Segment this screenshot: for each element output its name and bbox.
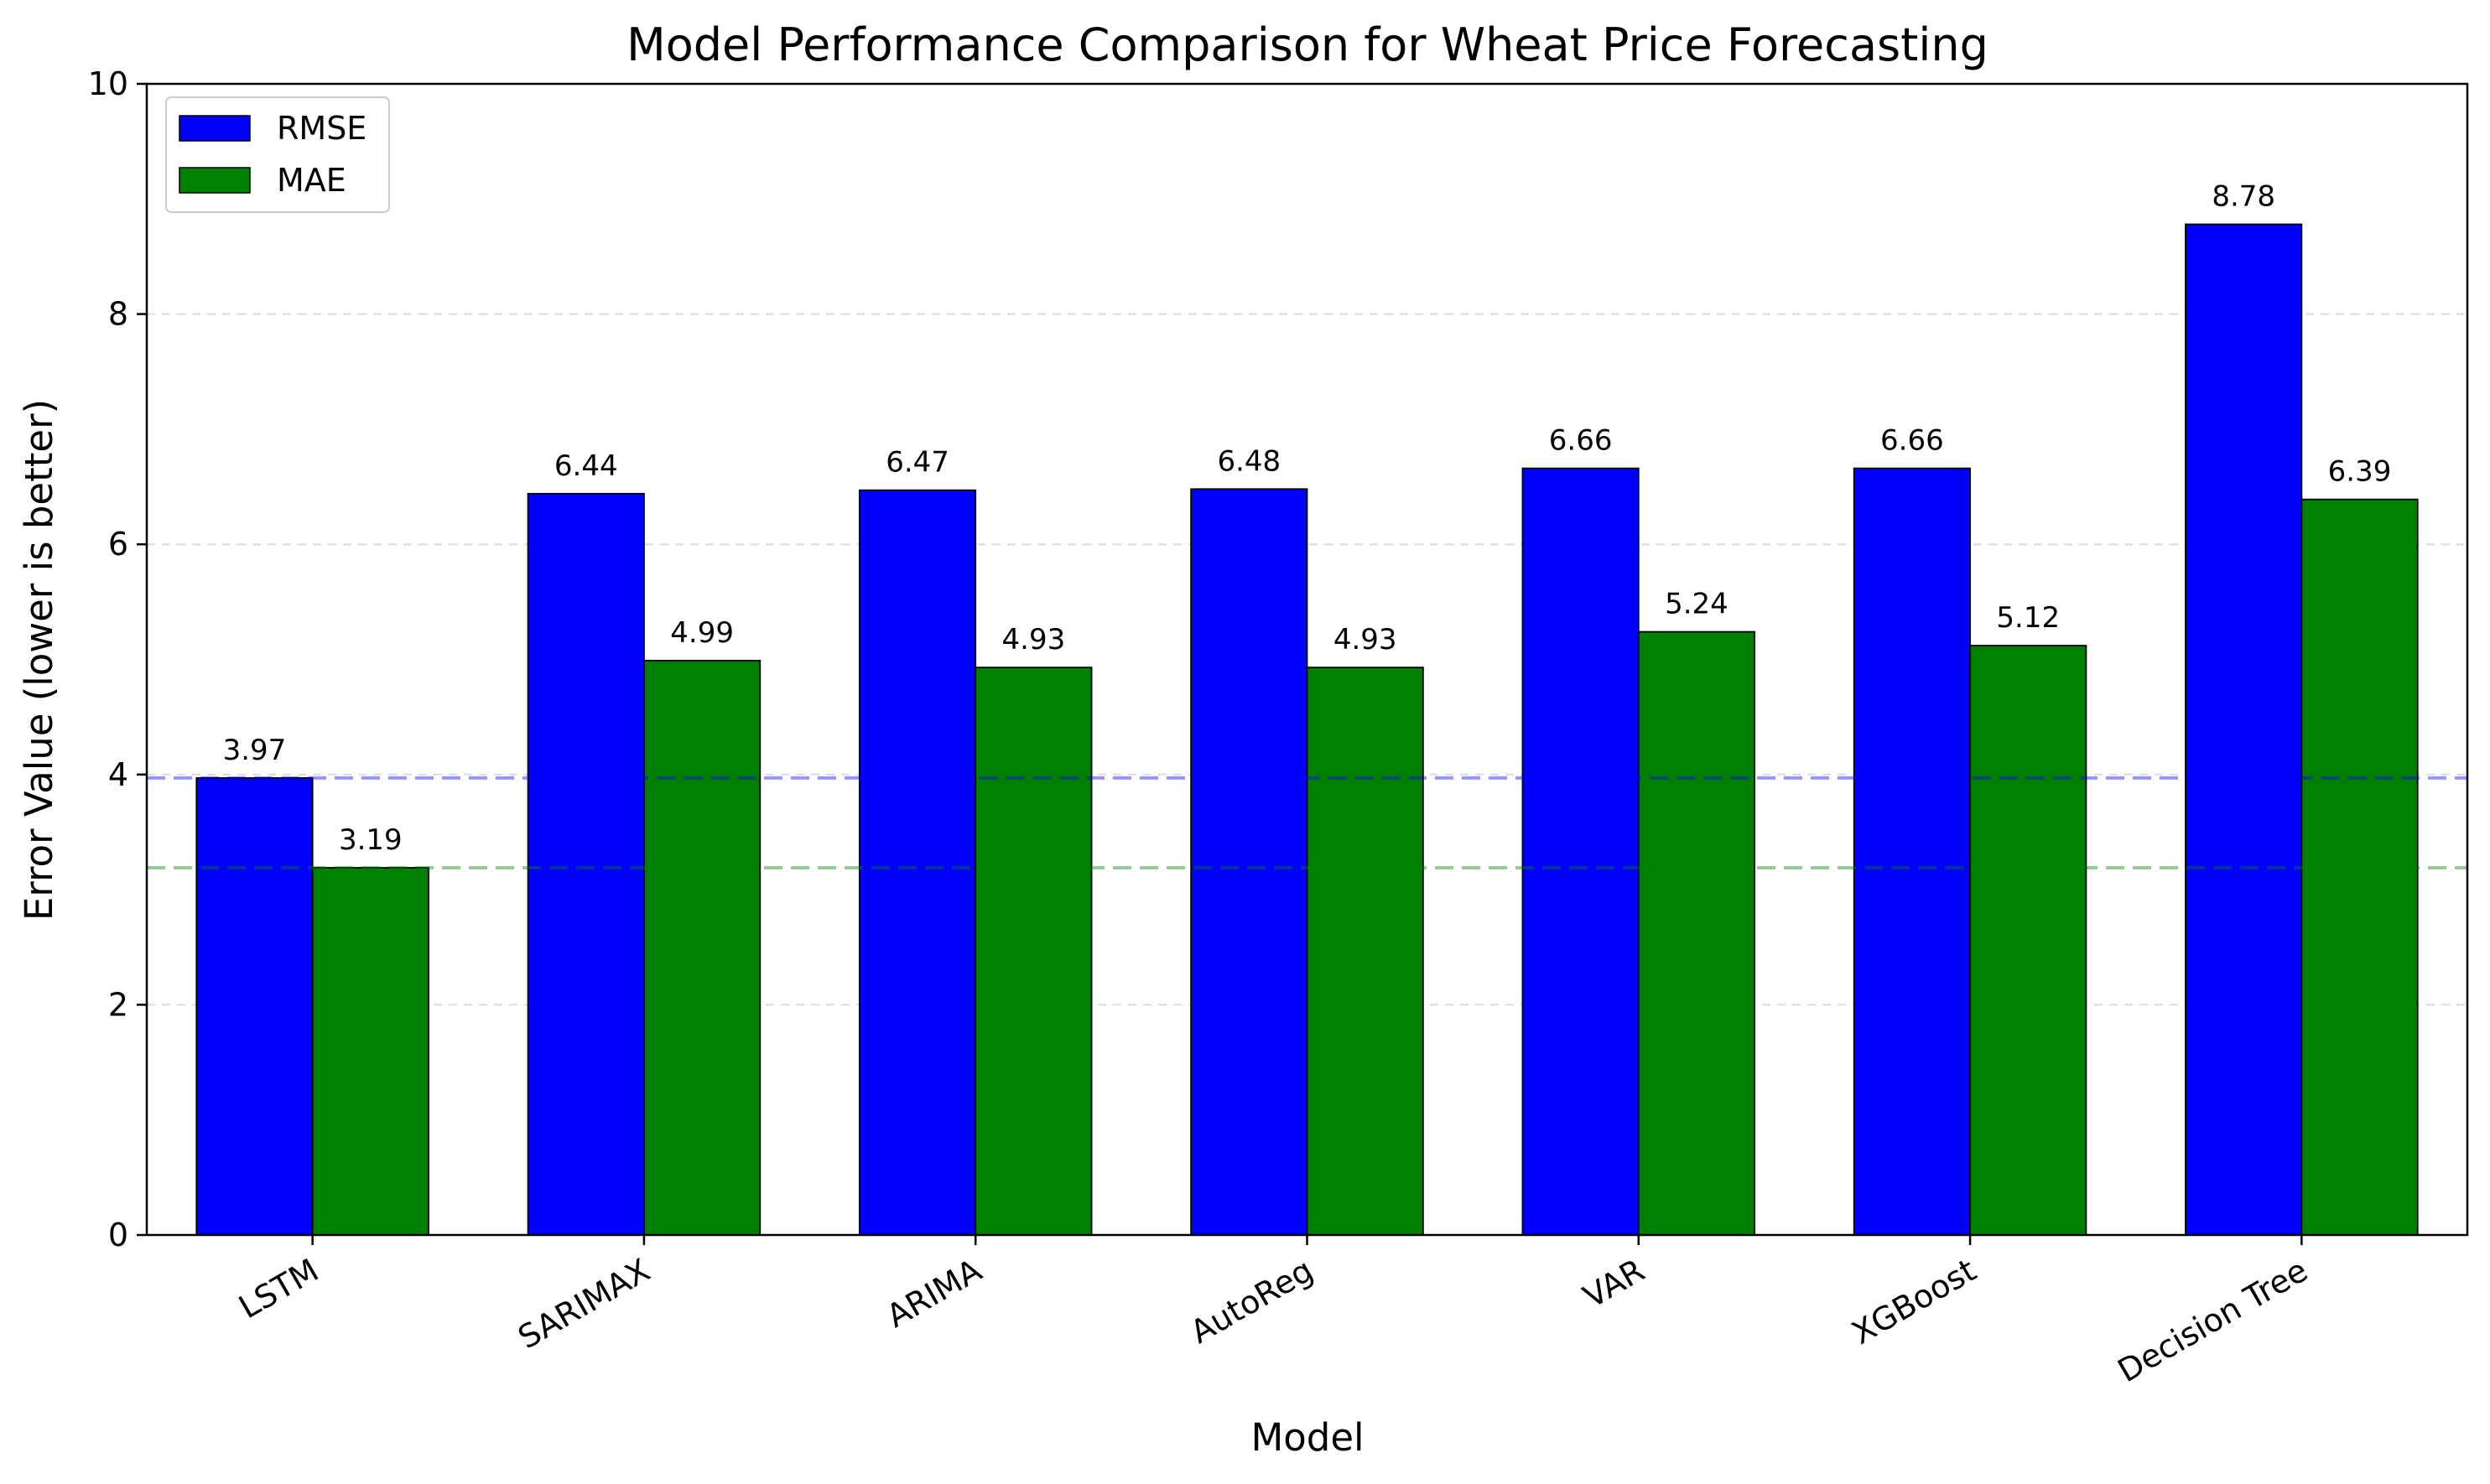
- x-tick-label: XGBoost: [1846, 1252, 1983, 1352]
- x-tick-label: LSTM: [232, 1252, 325, 1326]
- legend-swatch-rmse: [179, 115, 251, 142]
- bar-value-label: 5.24: [1665, 588, 1728, 621]
- bar-value-label: 6.48: [1217, 444, 1281, 478]
- bar-mae-decision-tree: [2300, 498, 2419, 1236]
- x-tick-label: SARIMAX: [512, 1252, 656, 1357]
- legend-label-rmse: RMSE: [277, 110, 366, 147]
- bar-rmse-lstm: [195, 777, 314, 1236]
- bar-rmse-autoreg: [1190, 488, 1308, 1236]
- bar-value-label: 3.97: [223, 734, 287, 767]
- bar-value-labels: 3.97 6.44 6.47 6.48 6.66 6.66 8.78 3.19 4.99 4.93…: [223, 180, 2392, 858]
- x-tick-label: Decision Tree: [2112, 1252, 2314, 1390]
- legend: RMSE MAE: [165, 96, 390, 213]
- bar-rmse-xgboost: [1853, 467, 1971, 1236]
- y-tick-label: 6: [108, 526, 128, 563]
- bar-value-label: 6.66: [1880, 424, 1944, 458]
- bar-value-label: 6.39: [2328, 455, 2392, 489]
- bar-value-label: 4.93: [1002, 623, 1066, 656]
- bar-value-label: 5.12: [1996, 601, 2060, 635]
- bar-mae-arima: [975, 667, 1093, 1236]
- bar-value-label: 3.19: [339, 823, 403, 857]
- y-axis-title: Error Value (lower is better): [17, 399, 61, 921]
- bar-value-label: 6.66: [1549, 424, 1613, 458]
- chart-title: Model Performance Comparison for Wheat P…: [626, 18, 1988, 71]
- bars: [195, 223, 2419, 1236]
- legend-swatch-mae: [179, 167, 251, 194]
- bar-mae-xgboost: [1969, 645, 2087, 1236]
- bar-value-label: 4.99: [670, 616, 734, 650]
- bar-value-label: 4.93: [1333, 623, 1397, 656]
- x-tick-label: ARIMA: [881, 1252, 988, 1335]
- bar-value-label: 8.78: [2212, 180, 2275, 214]
- bar-mae-var: [1637, 630, 1756, 1236]
- legend-label-mae: MAE: [277, 162, 346, 199]
- bar-rmse-decision-tree: [2185, 223, 2303, 1236]
- y-tick-label: 10: [88, 65, 128, 102]
- x-axis-title: Model: [1250, 1415, 1364, 1460]
- x-tick-label: VAR: [1577, 1252, 1650, 1315]
- bar-mae-autoreg: [1306, 667, 1424, 1236]
- bar-rmse-arima: [858, 489, 977, 1236]
- y-tick-label: 8: [108, 296, 128, 333]
- y-tick-label: 4: [108, 756, 128, 793]
- reference-lines: [147, 776, 2467, 870]
- x-tick-label: AutoReg: [1184, 1252, 1319, 1351]
- x-axis-ticks: LSTM SARIMAX ARIMA AutoReg VAR XGBoost Decisio…: [232, 1235, 2314, 1390]
- y-axis-ticks: 0 2 4 6 8 10: [88, 65, 147, 1253]
- y-tick-label: 0: [108, 1217, 128, 1253]
- bar-mae-sarimax: [643, 659, 762, 1236]
- bar-rmse-sarimax: [527, 492, 645, 1236]
- bar-rmse-var: [1521, 467, 1640, 1236]
- y-tick-label: 2: [108, 986, 128, 1023]
- bar-mae-lstm: [311, 867, 429, 1236]
- bar-value-label: 6.47: [886, 446, 949, 480]
- bar-value-label: 6.44: [554, 449, 618, 483]
